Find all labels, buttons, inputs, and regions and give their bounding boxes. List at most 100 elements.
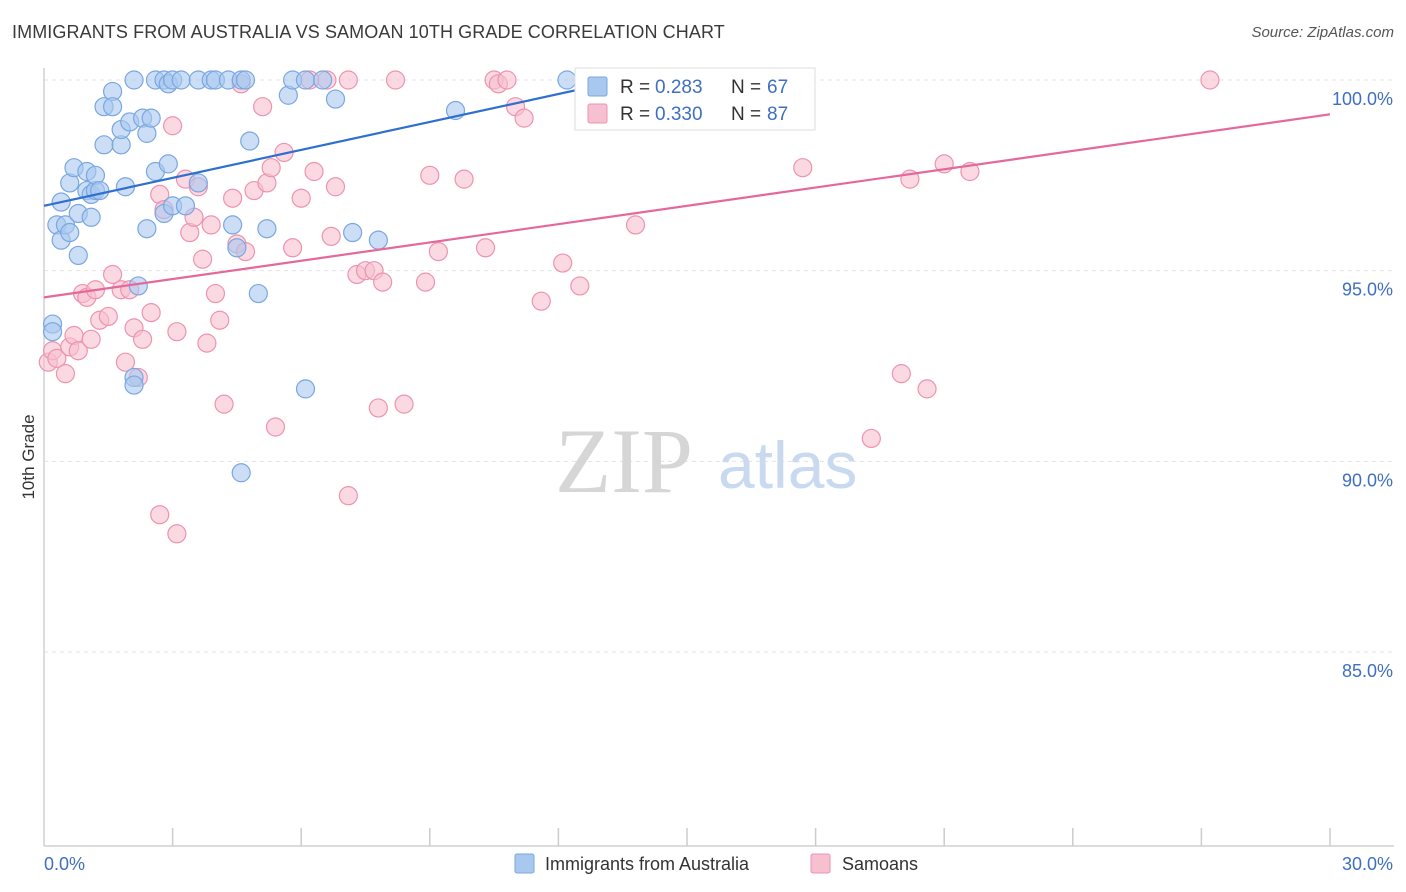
samoans-point xyxy=(497,70,517,90)
trend-lines xyxy=(43,78,1331,299)
stats-r-value-australia: 0.283 xyxy=(655,77,703,98)
australia-point xyxy=(557,70,577,90)
watermark: ZIP atlas xyxy=(555,410,857,512)
australia-point xyxy=(141,108,161,128)
axes xyxy=(43,68,1394,847)
y-tick-labels: 85.0% 90.0% 95.0% 100.0% xyxy=(1332,89,1393,681)
x-tick-label: 30.0% xyxy=(1342,854,1393,874)
samoans-point xyxy=(531,291,551,311)
samoans-point xyxy=(167,524,187,544)
y-axis-label: 10th Grade xyxy=(19,414,38,499)
samoans-point xyxy=(570,276,590,296)
watermark-atlas: atlas xyxy=(718,428,857,502)
australia-point xyxy=(235,70,256,90)
y-tick-label: 85.0% xyxy=(1342,661,1393,681)
samoans-point xyxy=(321,226,341,246)
stats-n-label-samoans: N = xyxy=(731,104,761,125)
australia-point xyxy=(124,375,144,395)
samoans-point xyxy=(475,238,496,258)
samoans-point xyxy=(283,238,303,258)
samoans-point xyxy=(68,341,88,361)
australia-point xyxy=(343,222,363,243)
samoans-point xyxy=(193,249,213,269)
samoans-point xyxy=(201,215,221,235)
australia-point xyxy=(325,89,346,109)
samoans-point xyxy=(132,329,153,349)
australia-point xyxy=(240,131,260,151)
samoans-point xyxy=(394,394,414,414)
samoans-point xyxy=(98,306,118,327)
australia-point xyxy=(295,70,316,90)
samoans-point xyxy=(223,188,243,208)
samoans-point xyxy=(415,272,436,292)
stats-n-label-australia: N = xyxy=(731,77,761,98)
samoans-point xyxy=(163,116,183,136)
stats-r-label-samoans: R = xyxy=(620,104,650,125)
stats-n-value-australia: 67 xyxy=(767,77,788,98)
samoans-point xyxy=(210,310,230,330)
chart-title: IMMIGRANTS FROM AUSTRALIA VS SAMOAN 10TH… xyxy=(12,22,725,42)
samoans-point xyxy=(385,70,406,90)
australia-point xyxy=(257,219,277,239)
samoans-point xyxy=(150,505,170,525)
samoans-point xyxy=(861,428,881,449)
legend: Immigrants from Australia Samoans xyxy=(514,853,918,874)
australia-point xyxy=(295,379,316,399)
samoans-point xyxy=(261,158,281,178)
australia-point xyxy=(313,70,333,90)
australia-trend-line xyxy=(43,78,623,207)
samoans-point xyxy=(115,352,136,372)
australia-point xyxy=(68,245,88,266)
samoans-point xyxy=(197,333,217,353)
australia-point xyxy=(81,207,101,227)
samoans-point xyxy=(304,161,324,182)
australia-point xyxy=(137,219,157,239)
australia-point xyxy=(124,70,144,90)
legend-swatch-samoans xyxy=(810,853,831,874)
samoans-point xyxy=(514,108,534,128)
x-tick-label: 0.0% xyxy=(44,854,85,874)
samoans-point xyxy=(47,348,67,368)
samoans-point xyxy=(338,486,358,506)
australia-point xyxy=(368,230,388,250)
samoans-trend-line xyxy=(43,113,1331,299)
samoans-point xyxy=(205,283,226,304)
samoans-point xyxy=(1200,70,1220,90)
stats-r-label-australia: R = xyxy=(620,77,650,98)
stats-swatch-australia xyxy=(587,76,608,97)
samoans-point xyxy=(917,379,937,399)
x-tick-labels: 0.0% 30.0% xyxy=(44,854,1393,874)
samoans-point xyxy=(81,329,101,349)
legend-label-australia: Immigrants from Australia xyxy=(545,854,750,874)
stats-swatch-samoans xyxy=(587,103,608,124)
gridlines xyxy=(44,79,1394,653)
samoans-point xyxy=(428,242,448,262)
stats-n-value-samoans: 87 xyxy=(767,104,788,125)
watermark-zip: ZIP xyxy=(555,410,693,512)
samoans-point xyxy=(625,215,646,235)
chart-source: Source: ZipAtlas.com xyxy=(1251,24,1394,41)
samoans-point xyxy=(420,165,440,185)
samoans-point xyxy=(325,177,346,197)
stats-box-frame xyxy=(574,67,816,131)
stats-r-value-samoans: 0.330 xyxy=(655,104,703,125)
samoans-point xyxy=(141,303,161,323)
samoans-point xyxy=(891,364,911,384)
samoans-point xyxy=(793,158,813,178)
samoans-point xyxy=(368,398,388,418)
australia-point xyxy=(158,154,178,174)
australia-point xyxy=(231,463,251,483)
australia-point xyxy=(223,215,243,235)
legend-swatch-australia xyxy=(514,853,535,874)
samoans-point xyxy=(55,364,76,384)
samoans-point xyxy=(291,188,311,208)
x-tick-marks xyxy=(171,828,1331,846)
australia-point xyxy=(188,173,208,193)
australia-point xyxy=(227,238,247,258)
samoans-point xyxy=(253,97,273,117)
y-tick-label: 100.0% xyxy=(1332,89,1393,109)
australia-point xyxy=(102,97,123,117)
australia-point xyxy=(90,180,110,201)
australia-point xyxy=(60,222,80,243)
samoans-point xyxy=(373,272,393,292)
